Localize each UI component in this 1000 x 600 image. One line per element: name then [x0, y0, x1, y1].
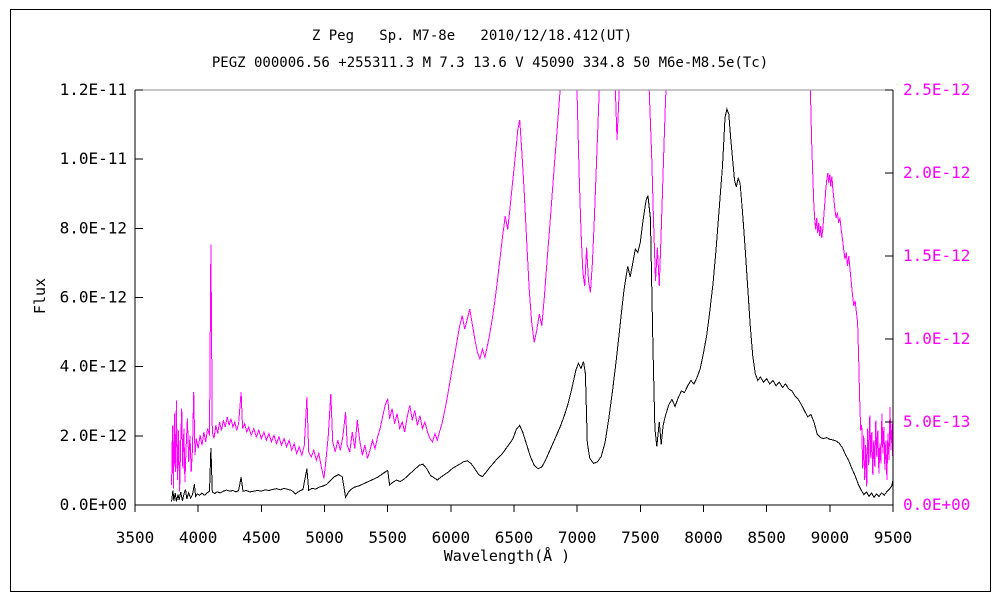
plot-title: Z Peg Sp. M7-8e 2010/12/18.412(UT)	[311, 28, 633, 44]
y-right-tick-label: 1.0E-12	[903, 329, 970, 348]
plot-subtitle: PEGZ 000006.56 +255311.3 M 7.3 13.6 V 45…	[211, 55, 769, 71]
axis-ticks-and-labels: 3500 4000 4500 5000 5500 6000 6500 7000 7500 8000…	[60, 80, 971, 547]
series-group	[171, 90, 893, 502]
x-tick-label: 9000	[811, 528, 850, 547]
y-right-tick-label: 1.5E-12	[903, 246, 970, 265]
x-tick-label: 4500	[242, 528, 281, 547]
y-left-tick-label: 2.0E-12	[60, 426, 127, 445]
x-axis-title: Wavelength(Å )	[443, 547, 571, 565]
x-tick-label: 5000	[305, 528, 344, 547]
x-tick-label: 5500	[368, 528, 407, 547]
x-tick-label: 8500	[747, 528, 786, 547]
x-tick-label: 6500	[495, 528, 534, 547]
window-border	[10, 9, 991, 592]
x-tick-label: 9500	[874, 528, 913, 547]
y-right-tick-label: 2.5E-12	[903, 80, 970, 99]
x-tick-label: 6000	[432, 528, 471, 547]
x-tick-label: 7000	[558, 528, 597, 547]
y-left-tick-label: 1.0E-11	[60, 149, 127, 168]
y-left-tick-label: 1.2E-11	[60, 80, 127, 99]
x-tick-label: 4000	[179, 528, 218, 547]
x-tick-label: 7500	[621, 528, 660, 547]
plot-frame	[134, 89, 894, 506]
x-tick-label: 8000	[684, 528, 723, 547]
y-left-tick-label: 4.0E-12	[60, 357, 127, 376]
y-left-tick-label: 0.0E+00	[60, 495, 127, 514]
y-left-tick-label: 6.0E-12	[60, 288, 127, 307]
spectrum-line-magenta	[171, 90, 893, 492]
y-right-tick-label: 0.0E+00	[903, 495, 970, 514]
y-right-tick-label: 5.0E-13	[903, 412, 970, 431]
spectrum-line-black	[171, 107, 893, 502]
y-left-tick-label: 8.0E-12	[60, 218, 127, 237]
y-right-tick-label: 2.0E-12	[903, 163, 970, 182]
x-tick-label: 3500	[116, 528, 155, 547]
